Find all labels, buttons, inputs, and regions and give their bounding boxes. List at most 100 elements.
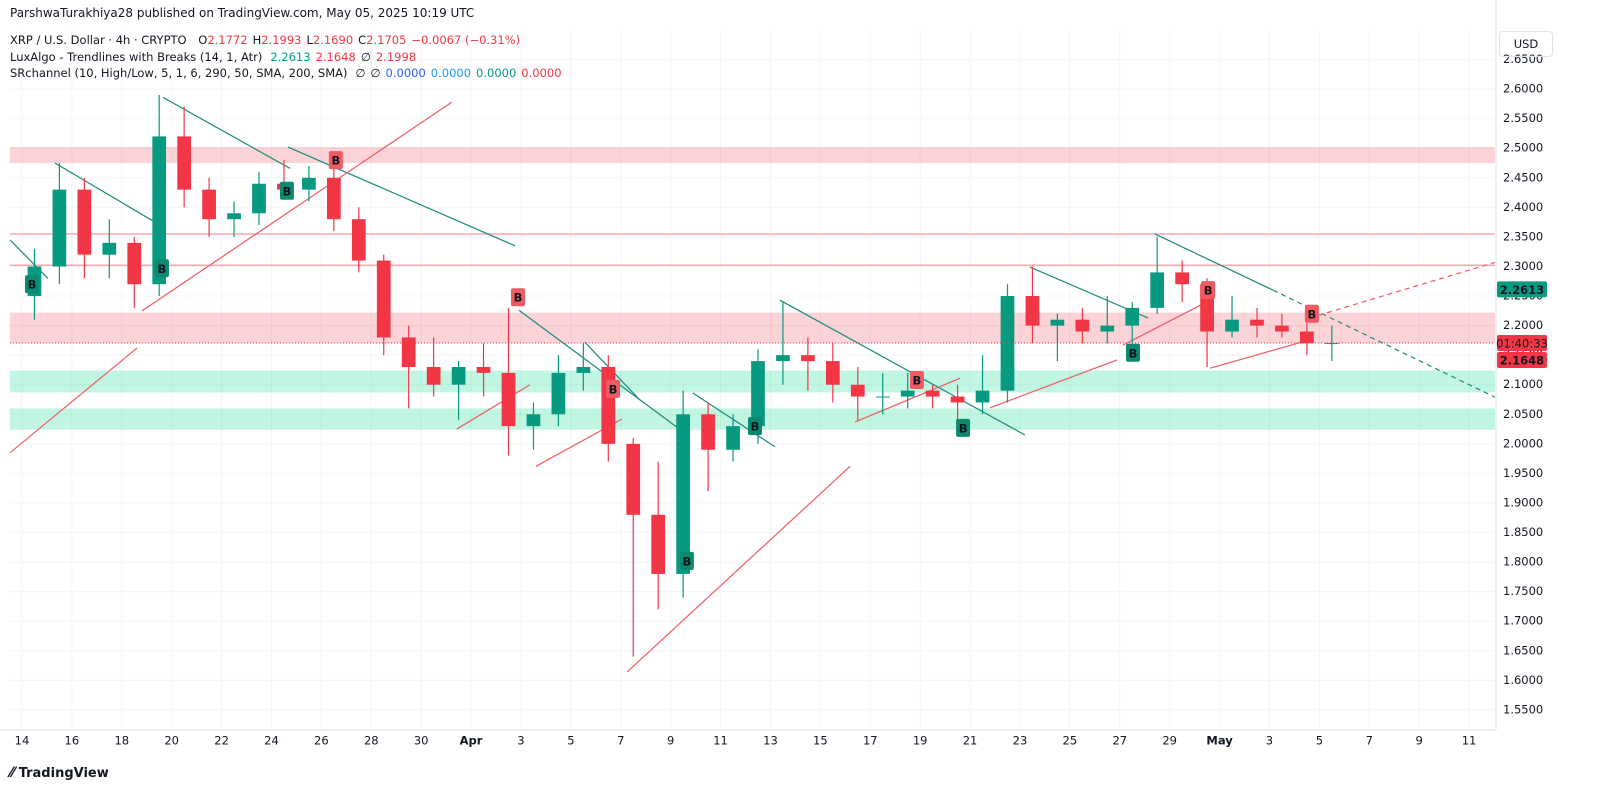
indicator-value: ∅ xyxy=(360,50,371,64)
x-tick-label: 14 xyxy=(15,734,30,748)
indicator-value: 2.1648 xyxy=(315,50,356,64)
sr-zone xyxy=(10,312,1495,344)
y-tick-label: 2.4500 xyxy=(1503,170,1543,184)
candle-body xyxy=(501,372,516,427)
sr-zone xyxy=(10,147,1495,164)
signal-label: B xyxy=(751,420,760,434)
x-tick-label: 3 xyxy=(517,734,524,748)
trendline xyxy=(1122,299,1211,346)
x-tick-label: 16 xyxy=(65,734,80,748)
indicator-value: 0.0000 xyxy=(430,66,472,80)
signal-badge xyxy=(24,275,39,294)
x-tick-label: 23 xyxy=(1013,734,1028,748)
ohlc-value: 2.1690 xyxy=(312,33,354,47)
candle-body xyxy=(77,189,92,255)
candle-body xyxy=(726,426,740,450)
y-tick-label: 1.5500 xyxy=(1503,702,1543,716)
trendline xyxy=(779,299,1026,436)
y-tick-label: 2.6000 xyxy=(1503,82,1543,96)
candle-body xyxy=(227,213,241,220)
candle-body xyxy=(127,242,142,285)
x-tick-label: 5 xyxy=(1316,734,1323,748)
signal-label: B xyxy=(609,382,618,396)
symbol: XRP / U.S. Dollar · 4h · CRYPTO xyxy=(10,33,187,47)
trendline xyxy=(692,392,776,448)
y-tick-label: 2.6500 xyxy=(1503,52,1543,66)
candle-body xyxy=(950,396,965,403)
trendline xyxy=(456,384,531,430)
ohlc-item: L2.1690 xyxy=(306,33,353,47)
x-tick-label: May xyxy=(1206,734,1233,748)
signal-badge xyxy=(909,371,924,389)
x-tick-label: 29 xyxy=(1162,734,1177,748)
signal-label: B xyxy=(283,184,292,198)
x-tick-label: 5 xyxy=(567,734,574,748)
signal-label: B xyxy=(913,374,922,388)
x-tick-label: 21 xyxy=(963,734,978,748)
candle-body xyxy=(776,355,790,362)
candle-body xyxy=(900,390,915,397)
ohlc-item: C2.1705 xyxy=(358,33,406,47)
x-tick-label: Apr xyxy=(460,734,483,748)
candle-body xyxy=(476,366,491,373)
candle-body xyxy=(401,337,416,367)
y-tick-label: 2.3500 xyxy=(1503,229,1543,243)
signal-label: B xyxy=(158,262,167,276)
logo-text: TradingView xyxy=(18,766,109,781)
ohlc-item: H2.1993 xyxy=(253,33,302,47)
trendline xyxy=(1209,339,1311,369)
candle-body xyxy=(576,366,591,373)
legend-indicator: LuxAlgo - Trendlines with Breaks (14, 1,… xyxy=(10,50,421,64)
y-tick-label: 2.5500 xyxy=(1503,111,1543,125)
x-tick-label: 13 xyxy=(763,734,778,748)
currency-button[interactable]: USD xyxy=(1499,31,1553,57)
signal-badge xyxy=(279,181,294,200)
signal-label: B xyxy=(959,421,968,435)
candle-body xyxy=(850,384,865,397)
ohlc-key: L xyxy=(306,33,313,47)
trendline xyxy=(10,239,49,279)
x-tick-label: 24 xyxy=(264,734,279,748)
candle-body xyxy=(651,514,666,574)
candle-body xyxy=(676,414,691,574)
x-tick-label: 18 xyxy=(114,734,129,748)
y-tick-label: 2.2000 xyxy=(1503,318,1543,332)
trendline xyxy=(54,162,159,225)
x-tick-label: 22 xyxy=(214,734,229,748)
ohlc-value: 2.1993 xyxy=(261,33,302,47)
indicator-name: SRchannel (10, High/Low, 5, 1, 6, 290, 5… xyxy=(10,66,348,80)
signal-badge xyxy=(956,418,971,437)
y-tick-label: 1.8500 xyxy=(1503,525,1543,539)
ohlc-key: C xyxy=(358,33,367,47)
y-tick-label: 2.0000 xyxy=(1503,436,1543,450)
x-tick-label: 9 xyxy=(1415,734,1422,748)
candle-body xyxy=(801,355,815,362)
ohlc-value: 2.1705 xyxy=(366,33,407,47)
candle-body xyxy=(1075,319,1090,332)
candle-body xyxy=(1150,272,1165,308)
legend-symbol: XRP / U.S. Dollar · 4h · CRYPTO O2.1772 H… xyxy=(10,33,525,47)
y-tick-label: 1.9000 xyxy=(1503,495,1543,509)
x-tick-label: 28 xyxy=(364,734,379,748)
candle-body xyxy=(601,366,616,444)
x-tick-label: 11 xyxy=(1462,734,1477,748)
candle-body xyxy=(626,443,641,515)
y-tick-label: 1.8000 xyxy=(1503,555,1543,569)
candle-body xyxy=(825,361,840,385)
candle-body xyxy=(451,366,466,385)
signal-label: B xyxy=(514,291,523,305)
y-tick-label: 1.7500 xyxy=(1503,584,1543,598)
candle-body xyxy=(1275,325,1289,332)
x-tick-label: 7 xyxy=(1366,734,1373,748)
trendline xyxy=(1154,233,1274,291)
y-tick-label: 2.5000 xyxy=(1503,141,1543,155)
candle-body xyxy=(526,414,541,427)
countdown: 01:40:33 xyxy=(1496,337,1548,351)
candle-body xyxy=(1050,319,1065,326)
ohlc-value: 2.1772 xyxy=(207,33,248,47)
x-tick-label: 9 xyxy=(667,734,674,748)
candle-body xyxy=(1125,307,1140,326)
signal-badge xyxy=(606,379,621,398)
trendline xyxy=(10,347,138,454)
